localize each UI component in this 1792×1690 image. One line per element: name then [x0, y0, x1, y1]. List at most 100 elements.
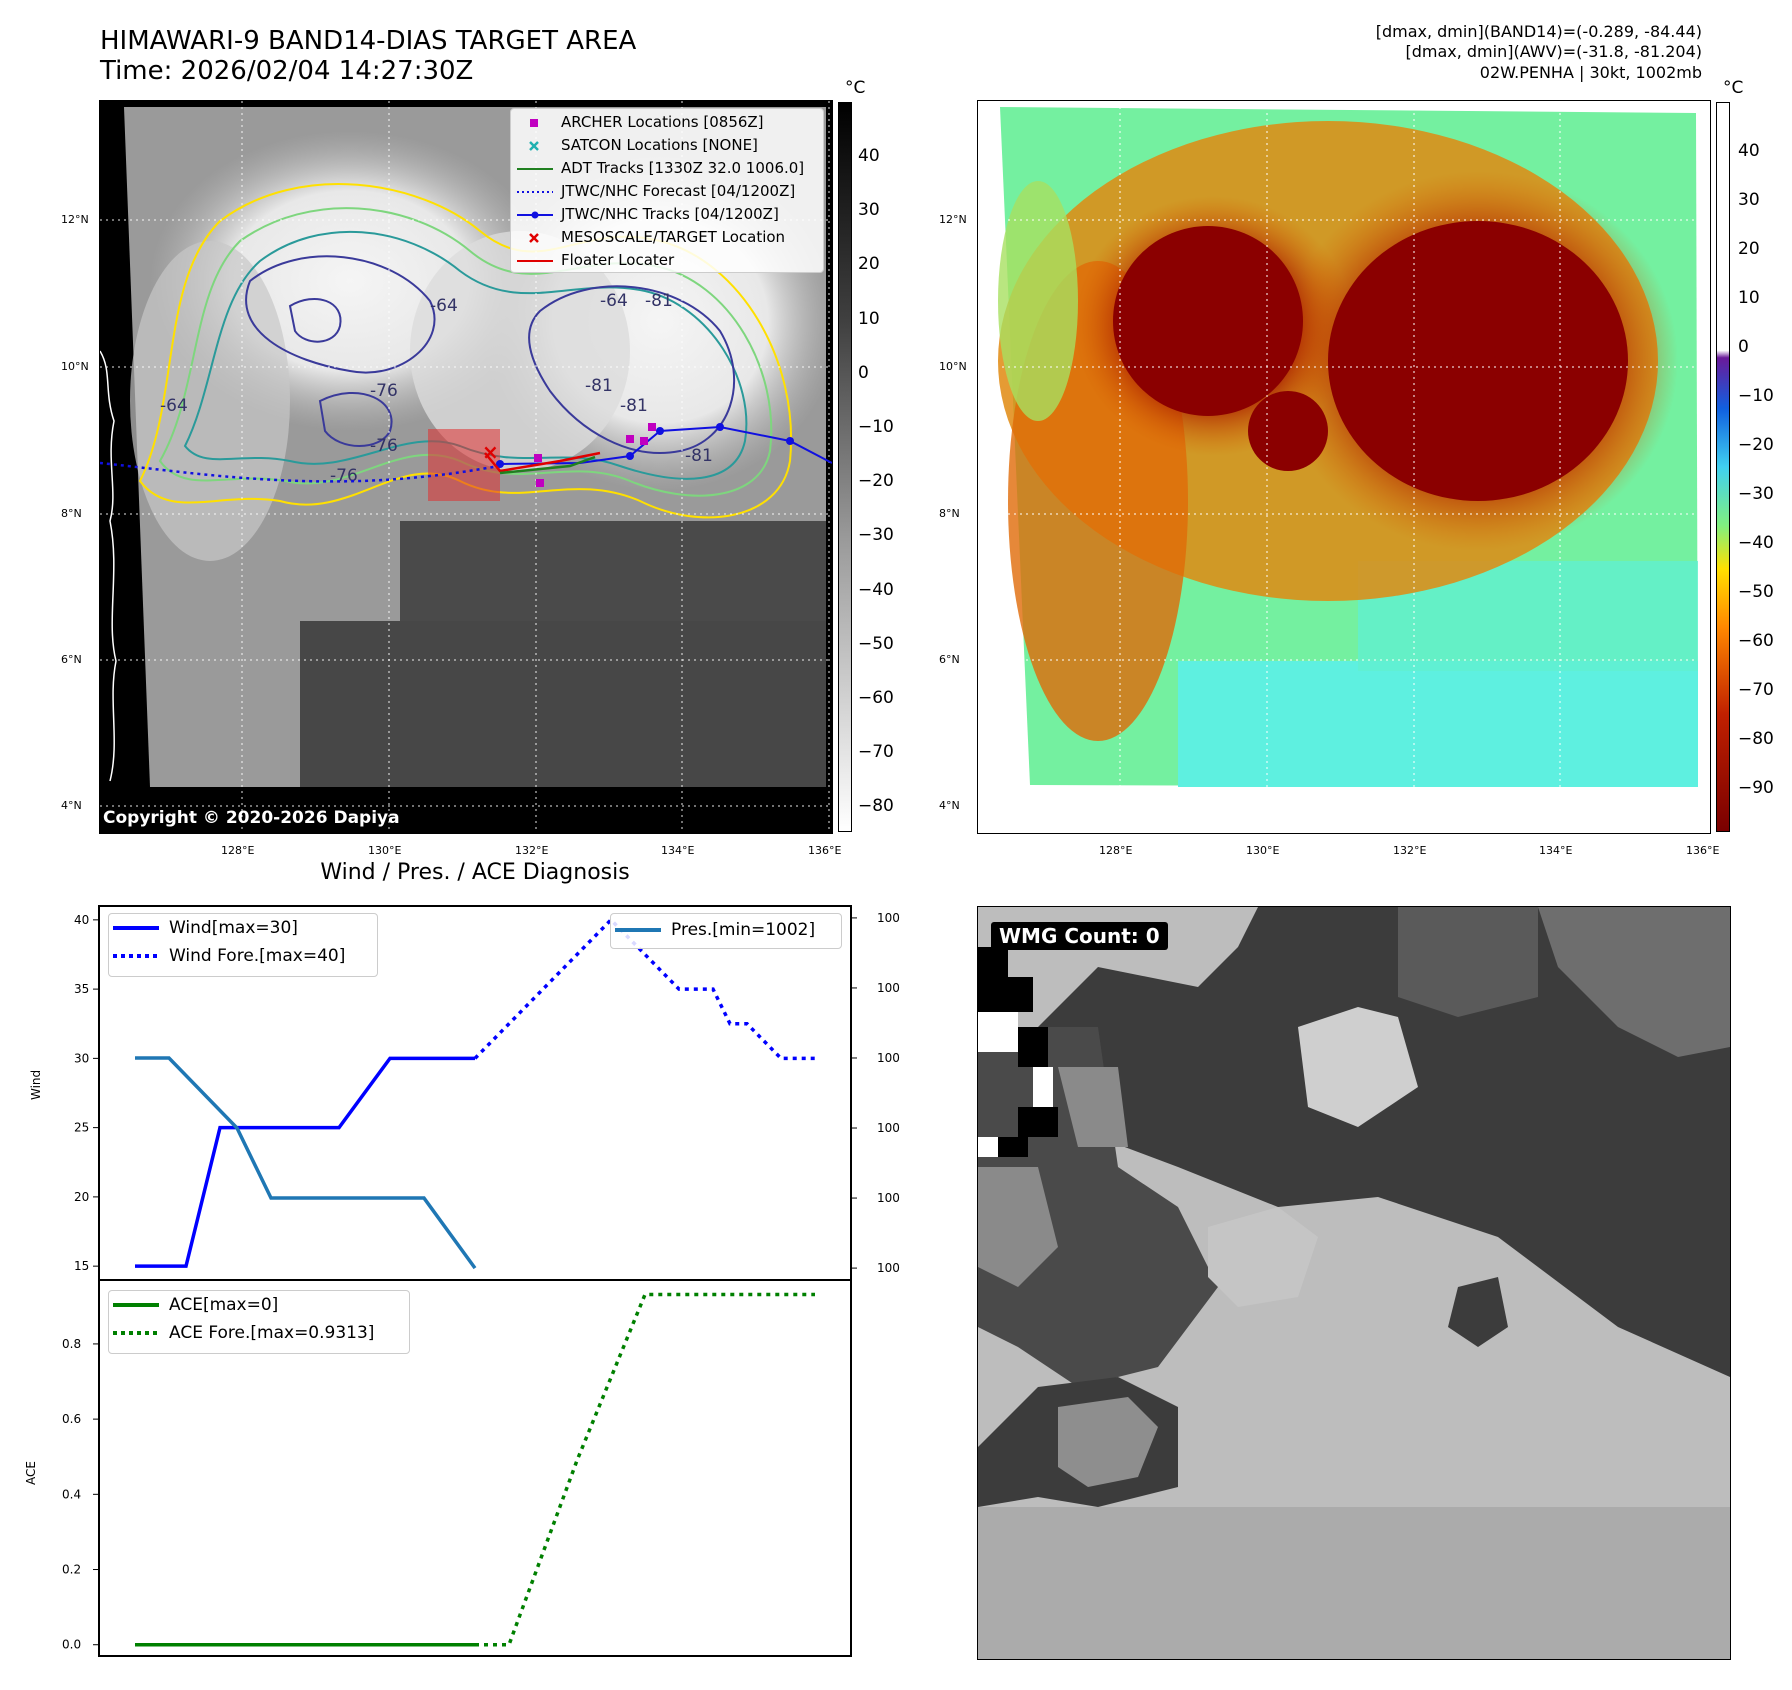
ace-fore-legend-label: ACE Fore.[max=0.9313]: [169, 1323, 375, 1343]
awv-map: [978, 101, 1710, 833]
ir-colorbar-tick: 10: [858, 308, 880, 329]
ir-colorbar-tick: −50: [858, 633, 894, 654]
awv-colorbar: [1716, 102, 1730, 832]
ace-tick-label: 0.0: [62, 1638, 81, 1652]
wind-tick-label: 25: [74, 1121, 89, 1135]
lat-tick-label: 8°N: [939, 507, 960, 520]
pressure-legend: Pres.[min=1002]: [610, 913, 842, 949]
awv-colorbar-tick: −60: [1738, 631, 1774, 651]
contour-label: -76: [370, 436, 398, 456]
series-line: [135, 1056, 477, 1270]
awv-colorbar-tick: 10: [1738, 288, 1760, 308]
wind-tick-label: 35: [74, 982, 89, 996]
diagnosis-chart: 40 35 30 25 20 15 1007 1006 1005 1004 1003 1002 Wind…: [24, 905, 900, 1657]
wmg-count-label: WMG Count: 0: [991, 922, 1168, 950]
info-line-1: [dmax, dmin](BAND14)=(-0.289, -84.44): [1375, 22, 1702, 41]
ir-colorbar-tick: 40: [858, 146, 880, 166]
contour-label: -81: [645, 291, 673, 311]
ir-colorbar-tick: −60: [858, 688, 894, 708]
ir-colorbar-tick: −80: [858, 796, 894, 817]
forecast-track: [99, 461, 501, 483]
pressure-legend-label: Pres.[min=1002]: [671, 920, 816, 940]
ir-colorbar-tick: 0: [858, 362, 869, 383]
wind-legend-label: Wind[max=30]: [169, 918, 298, 938]
awv-map-panel: [977, 100, 1711, 834]
ir-colorbar-unit: °C: [845, 78, 866, 98]
lat-tick-label: 6°N: [939, 653, 960, 666]
wind-fore-legend-label: Wind Fore.[max=40]: [169, 946, 346, 966]
legend-marker-icon: [529, 232, 539, 243]
lon-tick-label: 128°E: [221, 844, 255, 857]
pressure-tick-label: 1005: [877, 1051, 900, 1065]
lon-tick-label: 130°E: [368, 844, 402, 857]
ir-colorbar-tick: 30: [858, 200, 880, 221]
ace-plot-frame: [98, 1279, 852, 1657]
awv-colorbar-tick: −80: [1738, 729, 1774, 749]
lat-tick-label: 12°N: [939, 213, 967, 226]
awv-colorbar-tick: −70: [1738, 680, 1774, 700]
ir-legend-label: ADT Tracks [1330Z 32.0 1006.0]: [561, 159, 805, 177]
target-x-marker: ×: [482, 440, 499, 464]
series-line: [473, 917, 815, 1061]
wind-legend: Wind[max=30] Wind Fore.[max=40]: [108, 913, 378, 977]
lon-tick-label: 134°E: [661, 844, 695, 857]
ir-legend-item: SATCON Locations [NONE]: [515, 134, 819, 157]
awv-colorbar-tick: 40: [1738, 141, 1760, 161]
legend-marker-icon: [529, 140, 539, 151]
ir-legend-label: SATCON Locations [NONE]: [561, 136, 758, 154]
awv-colorbar-tick: −40: [1738, 533, 1774, 553]
pressure-tick-label: 1006: [877, 981, 900, 995]
ir-colorbar-tick: −30: [858, 525, 894, 546]
awv-colorbar-tick: −30: [1738, 484, 1774, 504]
legend-marker-icon: [530, 118, 538, 127]
legend-marker-icon: [517, 167, 553, 170]
lon-tick-label: 134°E: [1539, 844, 1573, 857]
ir-colorbar: [838, 102, 852, 832]
awv-colorbar-tick: 0: [1738, 337, 1749, 357]
awv-colorbar-unit: °C: [1723, 78, 1744, 98]
wind-tick-label: 30: [74, 1051, 89, 1065]
ace-tick-label: 0.6: [62, 1412, 81, 1426]
contour-label: -76: [370, 381, 398, 401]
ir-colorbar-tick: 20: [858, 254, 880, 275]
ir-legend-label: ARCHER Locations [0856Z]: [561, 113, 764, 131]
lon-tick-label: 130°E: [1246, 844, 1280, 857]
title-line-1: HIMAWARI-9 BAND14-DIAS TARGET AREA: [100, 26, 637, 56]
contour-label: -81: [685, 446, 713, 466]
lon-tick-label: 132°E: [1393, 844, 1427, 857]
diagnosis-title: Wind / Pres. / ACE Diagnosis: [320, 860, 630, 885]
ir-legend-label: Floater Locater: [561, 251, 675, 269]
ir-legend-item: MESOSCALE/TARGET Location: [515, 226, 819, 249]
contour-label: -64: [430, 296, 458, 316]
ir-legend-item: JTWC/NHC Tracks [04/1200Z]: [515, 203, 819, 226]
ir-legend-label: JTWC/NHC Tracks [04/1200Z]: [561, 205, 779, 223]
contour-label: -64: [160, 396, 188, 416]
ir-legend-item: Floater Locater: [515, 249, 819, 272]
ir-legend-label: MESOSCALE/TARGET Location: [561, 228, 786, 246]
info-line-3: 02W.PENHA | 30kt, 1002mb: [1479, 63, 1702, 82]
lat-tick-label: 4°N: [939, 799, 960, 812]
ace-tick-label: 0.8: [62, 1337, 81, 1351]
lon-tick-label: 136°E: [1686, 844, 1720, 857]
lat-tick-label: 6°N: [61, 653, 82, 666]
contour-label: -76: [330, 466, 358, 486]
ace-legend: ACE[max=0] ACE Fore.[max=0.9313]: [108, 1290, 410, 1354]
awv-colorbar-tick: −10: [1738, 386, 1774, 406]
wmg-image: [978, 907, 1730, 1659]
contour-label: -81: [585, 376, 613, 396]
awv-colorbar-tick: −50: [1738, 582, 1774, 602]
ace-axis-label: ACE: [24, 1461, 38, 1485]
lon-tick-label: 132°E: [515, 844, 549, 857]
legend-marker-icon: [517, 190, 553, 193]
lat-tick-label: 4°N: [61, 799, 82, 812]
awv-colorbar-tick: 30: [1738, 190, 1760, 210]
ir-colorbar-tick: −70: [858, 742, 894, 763]
contour-label: -64: [600, 291, 628, 311]
ir-legend-item: ARCHER Locations [0856Z]: [515, 111, 819, 134]
pressure-tick-label: 1002: [877, 1261, 900, 1275]
awv-colorbar-tick: −20: [1738, 435, 1774, 455]
wmg-panel: [977, 906, 1731, 1660]
ir-colorbar-tick: −20: [858, 471, 894, 492]
series-line: [135, 1056, 475, 1268]
ir-colorbar-tick: −10: [858, 417, 894, 437]
